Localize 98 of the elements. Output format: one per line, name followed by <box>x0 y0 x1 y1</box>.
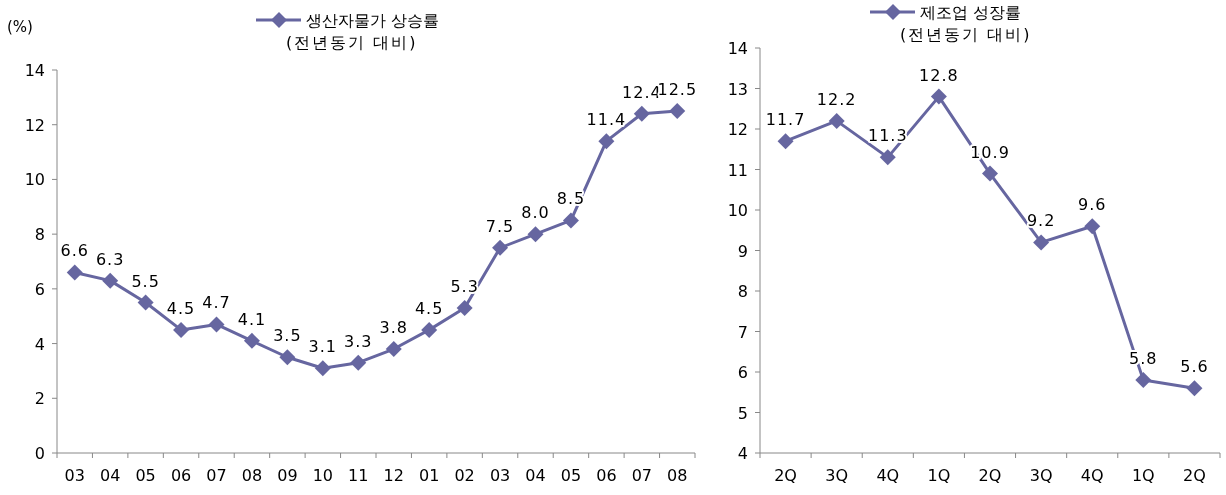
point <box>137 294 154 311</box>
x-tick-label: 04 <box>99 466 121 485</box>
x-tick-label: 05 <box>135 466 156 485</box>
y-tick-label: 7 <box>737 322 748 342</box>
y-axis-title: (%) <box>7 18 33 36</box>
data-label: 4.5 <box>414 298 444 318</box>
y-tick-label: 13 <box>727 79 748 99</box>
data-label: 9.2 <box>1026 211 1056 231</box>
y-tick-label: 4 <box>737 444 748 463</box>
point <box>102 272 119 289</box>
data-label: 4.1 <box>237 309 267 329</box>
x-tick-label: 08 <box>667 466 688 485</box>
point <box>777 133 794 150</box>
point <box>243 332 260 349</box>
point <box>492 239 509 256</box>
point <box>173 321 190 338</box>
x-tick-label: 2Q <box>774 466 797 485</box>
x-tick-label: 1Q <box>927 466 951 485</box>
y-tick-label: 6 <box>34 279 45 299</box>
data-label: 3.3 <box>344 331 373 351</box>
x-tick-label: 08 <box>241 466 263 485</box>
x-tick-label: 11 <box>348 466 369 485</box>
data-label: 6.6 <box>60 241 89 261</box>
point <box>982 165 998 182</box>
data-label: 6.3 <box>95 249 125 269</box>
data-label: 3.8 <box>379 318 408 338</box>
x-tick-label: 2Q <box>1183 466 1206 485</box>
x-tick-label: 03 <box>489 466 511 485</box>
data-label: 7.5 <box>485 216 515 236</box>
data-label: 8.0 <box>521 203 550 223</box>
y-tick-label: 9 <box>737 241 748 261</box>
point <box>1084 218 1101 235</box>
point <box>208 316 225 333</box>
x-tick-label: 4Q <box>1080 466 1104 485</box>
x-tick-label: 04 <box>525 466 546 485</box>
point <box>314 360 331 377</box>
x-tick-label: 07 <box>206 466 227 485</box>
point <box>66 264 83 281</box>
data-label: 9.6 <box>1078 195 1107 215</box>
x-tick-label: 07 <box>631 466 653 485</box>
data-label: 3.1 <box>308 337 338 357</box>
point <box>879 149 896 166</box>
x-tick-label: 09 <box>277 466 298 485</box>
point <box>562 212 579 229</box>
x-tick-label: 01 <box>418 466 440 485</box>
data-label: 4.5 <box>166 298 196 318</box>
data-label: 5.5 <box>131 271 160 291</box>
data-label: 11.7 <box>765 110 806 130</box>
y-tick-label: 12 <box>727 120 748 139</box>
data-label: 11.3 <box>867 126 908 146</box>
x-tick-label: 12 <box>383 466 404 485</box>
y-tick-label: 5 <box>737 403 748 423</box>
data-label: 5.6 <box>1180 357 1209 377</box>
point <box>1033 234 1050 251</box>
y-tick-label: 11 <box>727 160 748 180</box>
data-label: 12.2 <box>816 89 857 109</box>
x-tick-label: 05 <box>560 466 582 485</box>
x-tick-label: 06 <box>170 466 192 485</box>
data-label: 3.5 <box>273 326 302 346</box>
y-tick-label: 6 <box>737 363 748 382</box>
point <box>456 300 473 317</box>
x-tick-label: 2Q <box>978 466 1002 485</box>
data-label: 5.3 <box>450 277 479 297</box>
data-label: 12.8 <box>919 65 959 85</box>
point <box>930 88 947 105</box>
x-tick-label: 3Q <box>1029 466 1053 485</box>
x-tick-label: 3Q <box>825 466 849 485</box>
point <box>828 112 845 129</box>
point <box>1135 372 1152 389</box>
data-label: 4.7 <box>202 293 231 313</box>
y-tick-label: 4 <box>34 334 45 354</box>
point <box>669 103 686 120</box>
point <box>421 321 438 338</box>
point <box>633 105 650 122</box>
y-tick-label: 14 <box>727 39 748 58</box>
y-tick-label: 10 <box>24 170 45 190</box>
point <box>385 341 402 358</box>
y-tick-label: 10 <box>727 201 748 220</box>
x-tick-label: 03 <box>64 466 85 485</box>
x-tick-label: 4Q <box>876 466 900 485</box>
x-tick-label: 1Q <box>1131 466 1155 485</box>
legend-label: 생산자물가 상승률 (전년동기 대비) <box>286 11 440 52</box>
y-tick-label: 2 <box>34 389 45 409</box>
y-tick-label: 8 <box>737 282 748 301</box>
x-tick-label: 02 <box>454 466 475 485</box>
point <box>1186 380 1203 397</box>
point <box>527 226 544 243</box>
y-tick-label: 14 <box>24 61 45 80</box>
x-tick-label: 10 <box>312 466 334 485</box>
point <box>279 349 296 366</box>
point <box>350 354 367 371</box>
x-tick-label: 06 <box>596 466 617 485</box>
y-tick-label: 0 <box>34 444 45 463</box>
y-tick-label: 12 <box>24 115 45 135</box>
data-label: 11.4 <box>586 110 627 130</box>
y-tick-label: 8 <box>34 225 45 245</box>
point <box>598 133 615 150</box>
legend-label: 제조업 성장률 (전년동기 대비) <box>900 3 1032 44</box>
